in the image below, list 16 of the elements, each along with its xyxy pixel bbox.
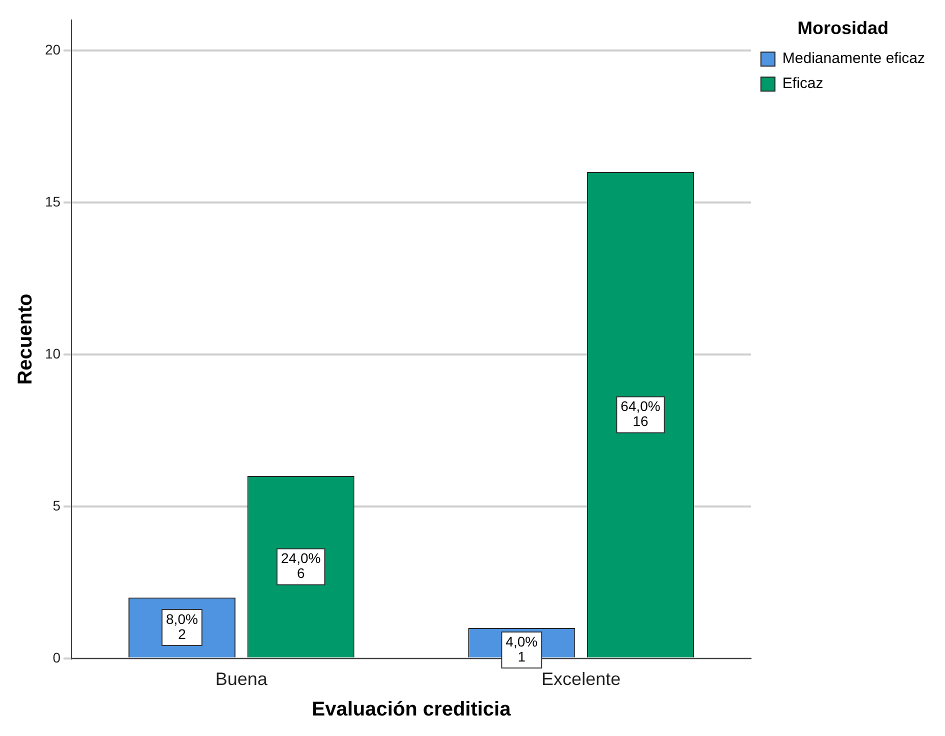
legend-label: Eficaz (782, 75, 824, 92)
y-tick-label: 10 (44, 345, 61, 362)
data-label: 64,0% 16 (620, 398, 660, 430)
y-tick-label: 0 (52, 649, 61, 666)
x-tick-label: Buena (215, 669, 268, 690)
legend-title: Morosidad (797, 18, 888, 38)
y-tick-label: 15 (44, 193, 61, 210)
data-label: 4,0% 1 (506, 633, 538, 664)
y-tick-label: 5 (52, 497, 61, 514)
y-axis-title: Recuento (14, 294, 37, 385)
data-label: 8,0% 2 (166, 610, 198, 642)
x-axis-title: Evaluación crediticia (312, 698, 512, 721)
legend-label: Medianamente eficaz (782, 50, 926, 68)
data-label: 24,0% 6 (281, 550, 321, 582)
y-tick-label: 20 (44, 41, 61, 58)
x-tick-label: Excelente (542, 669, 621, 690)
